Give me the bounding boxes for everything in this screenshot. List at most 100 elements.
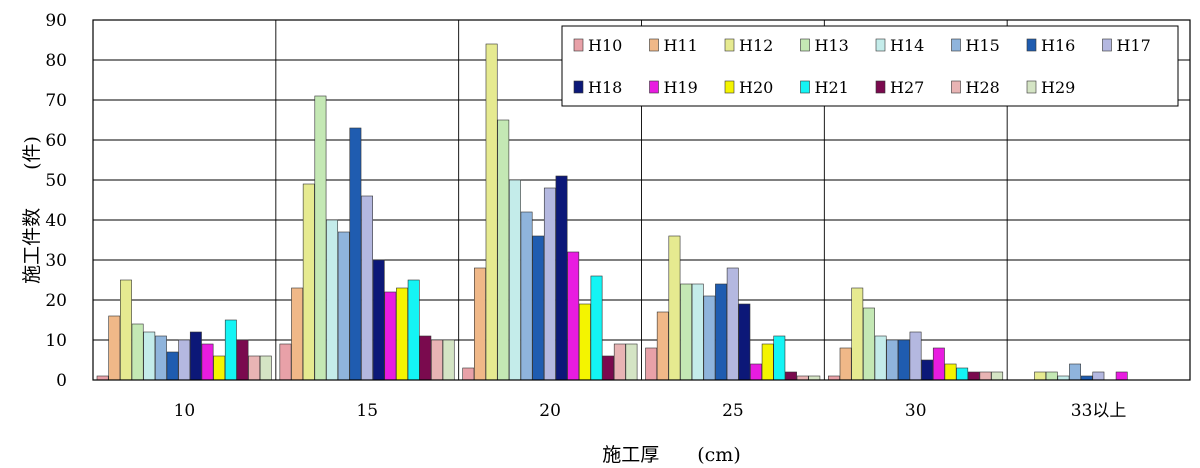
bar-h19-3 <box>750 363 762 381</box>
bar-h21-2 <box>590 275 603 381</box>
legend-label: H17 <box>1117 36 1151 55</box>
bar-h13-5 <box>1045 371 1058 381</box>
bar-h11-1 <box>291 287 304 381</box>
x-tick-label: 20 <box>539 401 561 421</box>
y-tick-label: 40 <box>45 211 67 231</box>
bar-h14-0 <box>143 331 156 381</box>
legend-swatch <box>800 80 810 94</box>
bar-h14-2 <box>508 179 521 381</box>
legend-swatch <box>875 80 886 94</box>
legend-box <box>561 25 1179 107</box>
bar-h27-0 <box>236 339 249 381</box>
bar-h18-1 <box>372 259 385 381</box>
bar-h11-0 <box>108 315 121 381</box>
bar-h21-1 <box>407 279 420 381</box>
bar-h19-4 <box>932 347 945 381</box>
bar-h18-3 <box>738 303 751 381</box>
legend-label: H27 <box>890 78 924 97</box>
bar-h19-1 <box>384 291 397 381</box>
legend-label: H28 <box>966 78 1000 97</box>
bar-h16-1 <box>349 127 362 381</box>
bar-h21-0 <box>224 319 237 381</box>
y-tick-label: 70 <box>45 91 67 111</box>
bar-h20-1 <box>396 287 408 381</box>
bar-h16-3 <box>715 283 727 381</box>
legend-swatch <box>800 38 810 52</box>
legend-swatch <box>649 38 659 52</box>
bar-h21-4 <box>956 367 969 381</box>
bar-h29-0 <box>259 355 272 381</box>
legend-swatch <box>1102 38 1112 52</box>
legend-label: H21 <box>815 78 849 97</box>
legend-label: H29 <box>1041 78 1075 97</box>
bar-h13-2 <box>497 119 510 381</box>
bar-h12-2 <box>485 43 498 381</box>
y-tick-label: 50 <box>45 171 67 191</box>
legend-swatch <box>1026 38 1037 52</box>
bar-h15-5 <box>1069 363 1081 381</box>
legend-label: H19 <box>664 78 698 97</box>
legend-label: H20 <box>739 78 773 97</box>
bar-h19-0 <box>201 343 214 381</box>
bar-h27-4 <box>967 371 980 381</box>
bar-h14-3 <box>691 283 704 381</box>
x-tick-label: 15 <box>356 401 378 421</box>
bar-h14-1 <box>326 219 339 381</box>
bar-h13-4 <box>862 307 875 381</box>
x-tick-label: 30 <box>905 401 927 421</box>
bar-h21-3 <box>773 335 786 381</box>
bar-h10-3 <box>645 347 658 381</box>
bar-h10-1 <box>279 343 292 381</box>
bar-h27-2 <box>602 355 615 381</box>
bar-h13-3 <box>680 283 693 381</box>
legend-label: H15 <box>966 36 1000 55</box>
x-tick-label: 25 <box>722 401 744 421</box>
y-tick-label: 90 <box>45 11 67 31</box>
legend-swatch <box>573 38 584 52</box>
bar-h20-0 <box>213 355 226 381</box>
legend-swatch <box>951 80 961 94</box>
bar-h20-4 <box>944 363 957 381</box>
bar-h28-0 <box>248 355 261 381</box>
bar-h17-0 <box>178 339 191 381</box>
bar-h11-3 <box>656 311 669 381</box>
bar-h14-4 <box>874 335 887 381</box>
bar-h17-3 <box>726 267 739 381</box>
bar-h27-1 <box>419 335 432 381</box>
bar-h19-2 <box>567 251 580 381</box>
y-axis-ticks: 0 10 20 30 40 50 60 70 80 90 <box>45 11 67 391</box>
bar-h29-4 <box>991 371 1004 381</box>
legend: H10 H11 H12 H13 H14 H15 H16 H17 H18 H19 H20 H21 H27 H… <box>561 25 1179 107</box>
legend-label: H11 <box>664 36 698 55</box>
bar-h15-2 <box>520 211 533 381</box>
x-axis-title: 施工厚 (cm) <box>602 444 740 466</box>
legend-label: H10 <box>588 36 622 55</box>
y-tick-label: 80 <box>45 51 67 71</box>
bar-h20-2 <box>578 303 591 381</box>
x-axis-ticks: 10 15 20 25 30 33以上 <box>174 401 1127 421</box>
y-tick-label: 30 <box>45 251 67 271</box>
bar-h18-4 <box>921 359 934 381</box>
bar-h28-4 <box>979 371 992 381</box>
bar-h20-3 <box>761 343 774 381</box>
bar-h11-2 <box>474 267 486 381</box>
y-tick-label: 60 <box>45 131 67 151</box>
bar-h16-0 <box>166 351 179 381</box>
bar-h16-2 <box>532 235 545 381</box>
legend-swatch <box>724 38 735 52</box>
y-tick-label: 10 <box>45 331 67 351</box>
legend-label: H12 <box>739 36 773 55</box>
y-tick-label: 20 <box>45 291 67 311</box>
y-axis-title: 施工件数 (件) <box>21 136 43 284</box>
bar-h27-3 <box>785 371 797 381</box>
legend-swatch <box>649 80 659 94</box>
bar-h18-2 <box>555 175 568 381</box>
bar-h15-4 <box>886 339 899 381</box>
x-tick-label: 33以上 <box>1071 401 1127 421</box>
legend-label: H16 <box>1041 36 1075 55</box>
legend-swatch <box>724 80 735 94</box>
bar-h17-2 <box>543 187 556 381</box>
bar-h12-3 <box>668 235 681 381</box>
bar-h28-2 <box>613 343 626 381</box>
